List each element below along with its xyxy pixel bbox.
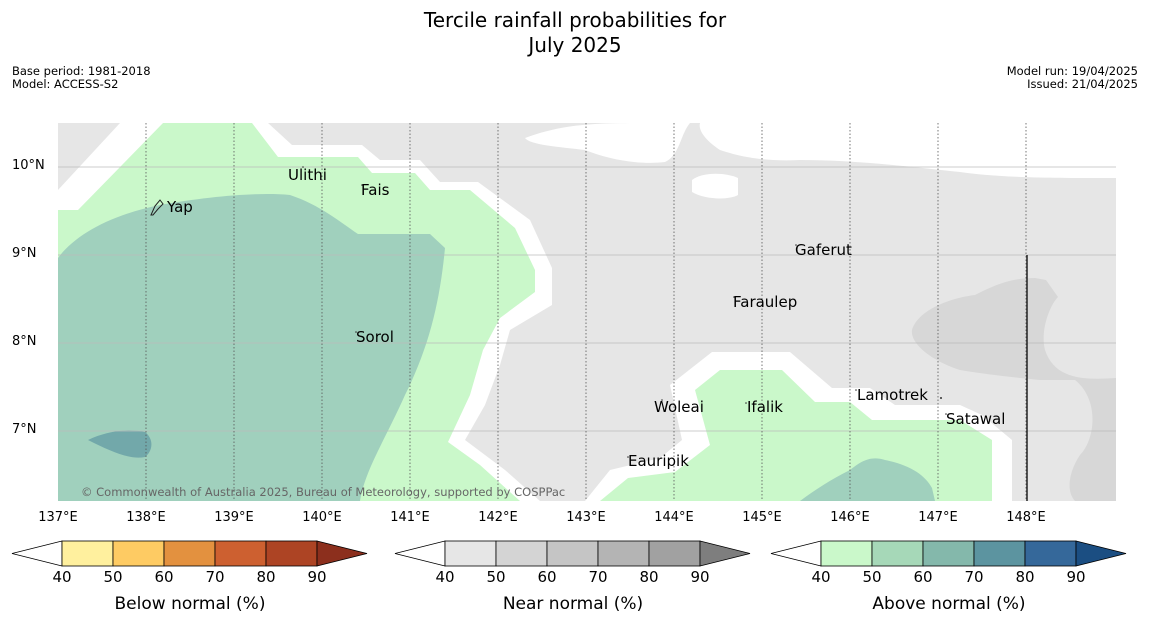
colorbar-below-tick-90: 90 xyxy=(307,568,327,586)
meta-right: Model run: 19/04/2025 Issued: 21/04/2025 xyxy=(1007,65,1138,91)
place-woleai: Woleai xyxy=(654,398,704,416)
white-patch-small xyxy=(692,173,738,199)
place-ifalik: Ifalik xyxy=(747,398,783,416)
above-normal-50-region-south xyxy=(800,458,935,501)
colorbar-below-tick-70: 70 xyxy=(205,568,225,586)
lon-label-148: 148°E xyxy=(1006,510,1046,525)
white-patch-north-east xyxy=(699,123,1116,178)
colorbar-above-tick-60: 60 xyxy=(913,568,933,586)
lat-label-7n: 7°N xyxy=(12,422,37,437)
model-name: Model: ACCESS-S2 xyxy=(12,77,119,91)
place-faraulep: Faraulep xyxy=(733,293,798,311)
map-fields xyxy=(58,123,1116,501)
colorbar-below-tick-80: 80 xyxy=(256,568,276,586)
map-title: Tercile rainfall probabilities for July … xyxy=(0,8,1150,58)
base-period: Base period: 1981-2018 xyxy=(12,64,151,78)
colorbar-near-tick-80: 80 xyxy=(639,568,659,586)
place-lamotrek: Lamotrek xyxy=(857,386,928,404)
island-dots xyxy=(302,166,947,458)
issued-date: Issued: 21/04/2025 xyxy=(1027,77,1138,91)
place-eauripik: Eauripik xyxy=(628,452,689,470)
colorbar-above-tick-70: 70 xyxy=(964,568,984,586)
colorbar-near-tick-90: 90 xyxy=(690,568,710,586)
colorbar-near-tick-50: 50 xyxy=(486,568,506,586)
lon-label-138: 138°E xyxy=(126,510,166,525)
lon-label-144: 144°E xyxy=(654,510,694,525)
near-normal-50-region xyxy=(911,278,1116,501)
colorbar-near-tick-70: 70 xyxy=(588,568,608,586)
colorbar-near-tick-40: 40 xyxy=(435,568,455,586)
white-patch-north xyxy=(525,123,690,163)
lon-label-145: 145°E xyxy=(742,510,782,525)
colorbar-near-tick-60: 60 xyxy=(537,568,557,586)
model-run: Model run: 19/04/2025 xyxy=(1006,64,1138,78)
colorbar-title-above: Above normal (%) xyxy=(872,594,1026,614)
colorbar-below-tick-50: 50 xyxy=(103,568,123,586)
lon-label-147: 147°E xyxy=(918,510,958,525)
place-satawal: Satawal xyxy=(946,410,1006,428)
gridlines xyxy=(58,123,1116,501)
lat-label-9n: 9°N xyxy=(12,246,37,261)
copyright-notice: © Commonwealth of Australia 2025, Bureau… xyxy=(81,485,566,499)
lon-label-141: 141°E xyxy=(390,510,430,525)
lat-label-10n: 10°N xyxy=(12,158,45,173)
yap-island xyxy=(150,199,164,216)
colorbar-above-tick-90: 90 xyxy=(1066,568,1086,586)
lon-label-146: 146°E xyxy=(830,510,870,525)
title-line-1: Tercile rainfall probabilities for xyxy=(423,8,727,32)
place-yap: Yap xyxy=(167,198,193,216)
lat-label-8n: 8°N xyxy=(12,334,37,349)
colorbar-below-tick-40: 40 xyxy=(52,568,72,586)
place-gaferut: Gaferut xyxy=(795,241,852,259)
title-line-2: July 2025 xyxy=(528,33,622,57)
colorbar-title-near: Near normal (%) xyxy=(502,594,644,614)
colorbar-above-tick-80: 80 xyxy=(1015,568,1035,586)
lon-label-143: 143°E xyxy=(566,510,606,525)
above-normal-60-region xyxy=(88,430,152,458)
lon-label-137: 137°E xyxy=(38,510,78,525)
meta-left: Base period: 1981-2018 Model: ACCESS-S2 xyxy=(12,65,151,91)
lon-label-139: 139°E xyxy=(214,510,254,525)
place-fais: Fais xyxy=(361,181,390,199)
colorbar-above-tick-50: 50 xyxy=(862,568,882,586)
colorbar-title-below: Below normal (%) xyxy=(114,594,266,614)
colorbar-below-tick-60: 60 xyxy=(154,568,174,586)
lon-label-142: 142°E xyxy=(478,510,518,525)
above-normal-50-region xyxy=(58,194,445,501)
lon-label-140: 140°E xyxy=(302,510,342,525)
colorbar-above-tick-40: 40 xyxy=(811,568,831,586)
place-ulithi: Ulithi xyxy=(288,166,327,184)
place-sorol: Sorol xyxy=(356,328,394,346)
